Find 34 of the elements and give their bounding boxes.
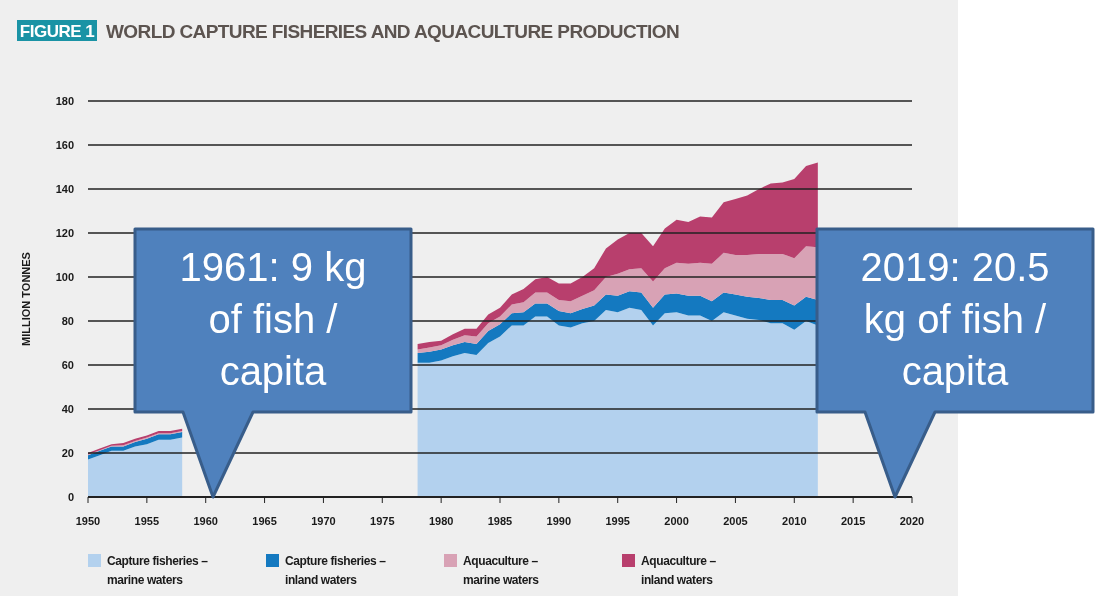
x-tick-label: 2015 <box>840 515 866 527</box>
x-tick-label: 1995 <box>605 515 630 527</box>
x-tick-label: 1955 <box>134 515 160 527</box>
x-tick-label: 2010 <box>782 515 807 527</box>
chart-title: WORLD CAPTURE FISHERIES AND AQUACULTURE PRODUCTION <box>106 21 680 42</box>
y-tick-label: 140 <box>55 183 74 195</box>
x-tick-label: 1975 <box>370 515 395 527</box>
x-tick-label: 1965 <box>252 515 277 527</box>
x-tick-label: 1970 <box>311 515 336 527</box>
legend-label: Aquaculture – inland waters <box>641 554 717 587</box>
x-tick-label: 1960 <box>193 515 218 527</box>
x-tick-label: 2000 <box>664 515 689 527</box>
x-tick-label: 1950 <box>75 515 101 527</box>
x-tick-label: 1985 <box>487 515 513 527</box>
annotation: 1961: 9 kg of fish / capita <box>179 245 367 393</box>
y-tick-label: 40 <box>61 403 74 415</box>
chart-subtitle: FIGURE 1 <box>19 22 95 41</box>
y-tick-label: 60 <box>61 359 74 371</box>
y-tick-label: 80 <box>61 315 74 327</box>
y-axis-title: MILLION TONNES <box>20 252 32 346</box>
x-tick-label: 2020 <box>899 515 925 527</box>
y-tick-label: 180 <box>55 95 74 107</box>
annotation: 2019: 20.5 kg of fish / capita <box>860 245 1050 393</box>
legend-label: Capture fisheries – marine waters <box>107 554 209 587</box>
y-tick-label: 100 <box>55 271 74 283</box>
x-tick-label: 2005 <box>723 515 748 527</box>
legend-label: Aquaculture – marine waters <box>463 554 540 587</box>
x-tick-label: 1990 <box>546 515 572 527</box>
legend-label: Capture fisheries – inland waters <box>285 554 387 587</box>
y-tick-label: 20 <box>61 447 74 459</box>
x-tick-label: 1980 <box>428 515 454 527</box>
y-tick-label: 0 <box>67 491 74 503</box>
y-tick-label: 160 <box>55 139 74 151</box>
y-tick-label: 120 <box>55 227 74 239</box>
